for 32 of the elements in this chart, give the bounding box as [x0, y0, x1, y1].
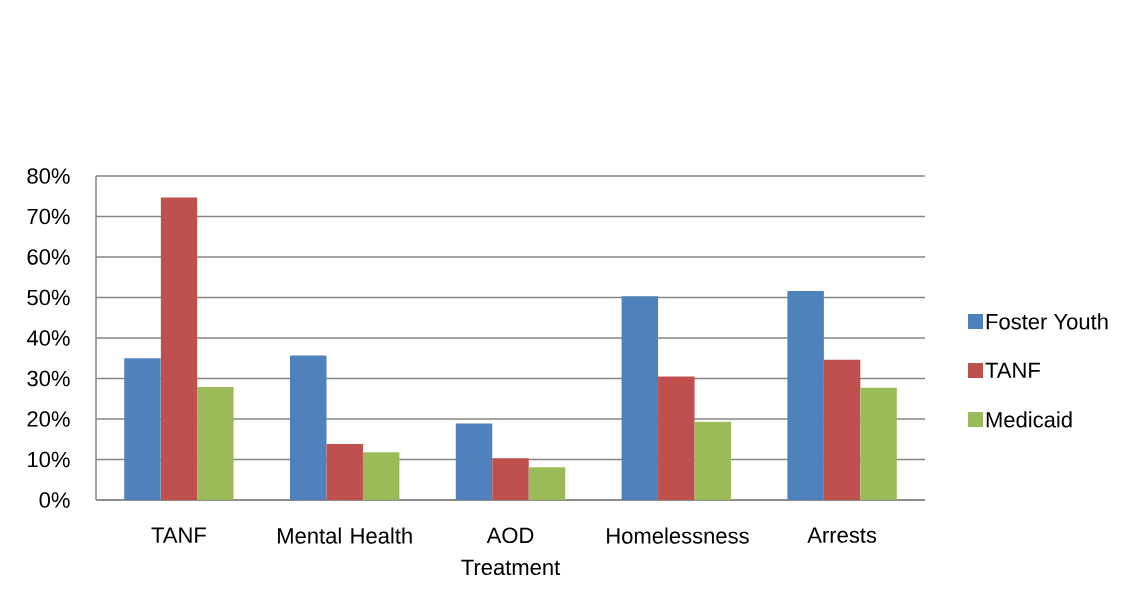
bar [528, 467, 566, 500]
y-tick-label: 30% [27, 370, 70, 387]
y-tick-label: 70% [27, 208, 70, 225]
legend-label: TANF [985, 362, 1040, 378]
bar [124, 358, 161, 500]
bar [492, 458, 529, 500]
y-tick-label: 40% [26, 330, 70, 346]
y-tick-label: 20% [27, 411, 70, 427]
bar [621, 296, 659, 500]
bar [160, 197, 198, 500]
legend-label: Foster Youth [986, 313, 1108, 330]
legend-label: Medicaid [986, 411, 1072, 428]
y-tick-label: 10% [28, 451, 70, 468]
bar [290, 355, 327, 500]
x-tick-label: Arrests [807, 527, 877, 543]
bar [658, 376, 695, 500]
bar [362, 452, 400, 500]
bar [455, 423, 493, 500]
bar [823, 359, 861, 500]
x-tick-label: Homelessness [607, 527, 749, 544]
y-tick-label: 80% [27, 168, 70, 184]
x-tick-label: Mental Health [278, 527, 412, 544]
x-tick-label: TANF [151, 527, 206, 543]
y-tick-label: 60% [27, 249, 70, 265]
bar [326, 444, 363, 500]
bar [197, 386, 234, 500]
bar [860, 387, 897, 500]
y-tick-label: 50% [27, 289, 70, 306]
y-tick-label: 0% [39, 492, 70, 508]
bar [694, 421, 732, 500]
bar [787, 291, 824, 500]
x-tick-label: AOD Treatment [461, 527, 561, 576]
